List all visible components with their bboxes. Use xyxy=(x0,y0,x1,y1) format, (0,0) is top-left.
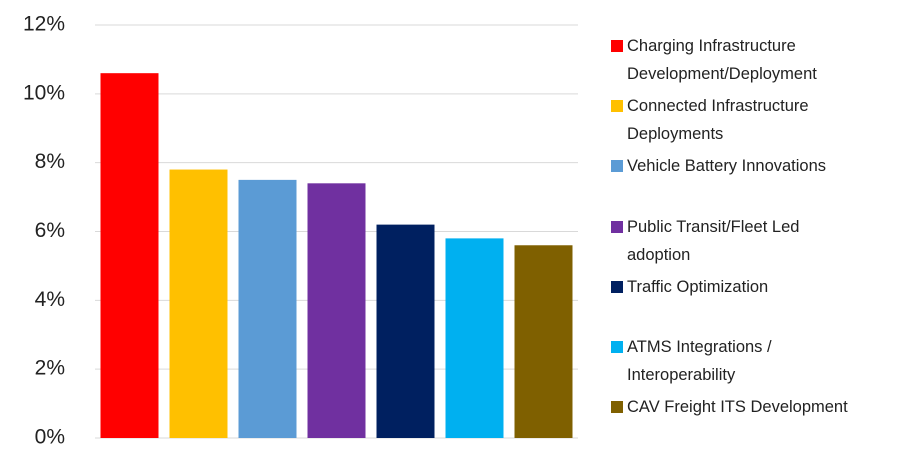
legend-swatch xyxy=(611,341,623,353)
legend-swatch xyxy=(611,100,623,113)
bar xyxy=(376,224,435,438)
legend-swatch xyxy=(611,220,623,233)
y-tick-label: 0% xyxy=(35,426,65,449)
bar xyxy=(445,238,504,438)
y-tick-label: 10% xyxy=(23,81,65,104)
bar xyxy=(238,179,297,438)
legend-item: Traffic Optimization xyxy=(611,273,866,301)
legend-swatch xyxy=(611,401,623,414)
y-tick-label: 12% xyxy=(23,13,65,36)
y-tick-label: 2% xyxy=(35,357,65,380)
legend-label: Traffic Optimization xyxy=(627,277,769,296)
legend-item: CAV Freight ITS Development xyxy=(611,393,866,421)
bar xyxy=(100,73,159,438)
legend-label: Vehicle Battery Innovations xyxy=(627,157,827,176)
legend-label: Charging Infrastructure Development/Depl… xyxy=(627,37,817,83)
legend-swatch xyxy=(611,40,623,52)
legend-label: Public Transit/Fleet Led adoption xyxy=(627,217,800,264)
legend-label: CAV Freight ITS Development xyxy=(627,398,848,417)
bar xyxy=(514,245,573,438)
legend-item: Charging Infrastructure Development/Depl… xyxy=(611,32,866,88)
y-tick-label: 4% xyxy=(35,288,65,311)
bar xyxy=(307,183,366,438)
y-tick-label: 8% xyxy=(35,150,65,173)
legend-label: Connected Infrastructure Deployments xyxy=(627,97,809,144)
y-tick-label: 6% xyxy=(35,219,65,242)
legend-item: Connected Infrastructure Deployments xyxy=(611,92,866,148)
legend-item: ATMS Integrations / Interoperability xyxy=(611,333,866,389)
legend-label: ATMS Integrations / Interoperability xyxy=(627,338,772,384)
legend-item: Vehicle Battery Innovations xyxy=(611,152,866,180)
legend-swatch xyxy=(611,280,623,293)
legend-item: Public Transit/Fleet Led adoption xyxy=(611,213,866,269)
bar xyxy=(169,169,228,439)
legend-swatch xyxy=(611,160,623,173)
